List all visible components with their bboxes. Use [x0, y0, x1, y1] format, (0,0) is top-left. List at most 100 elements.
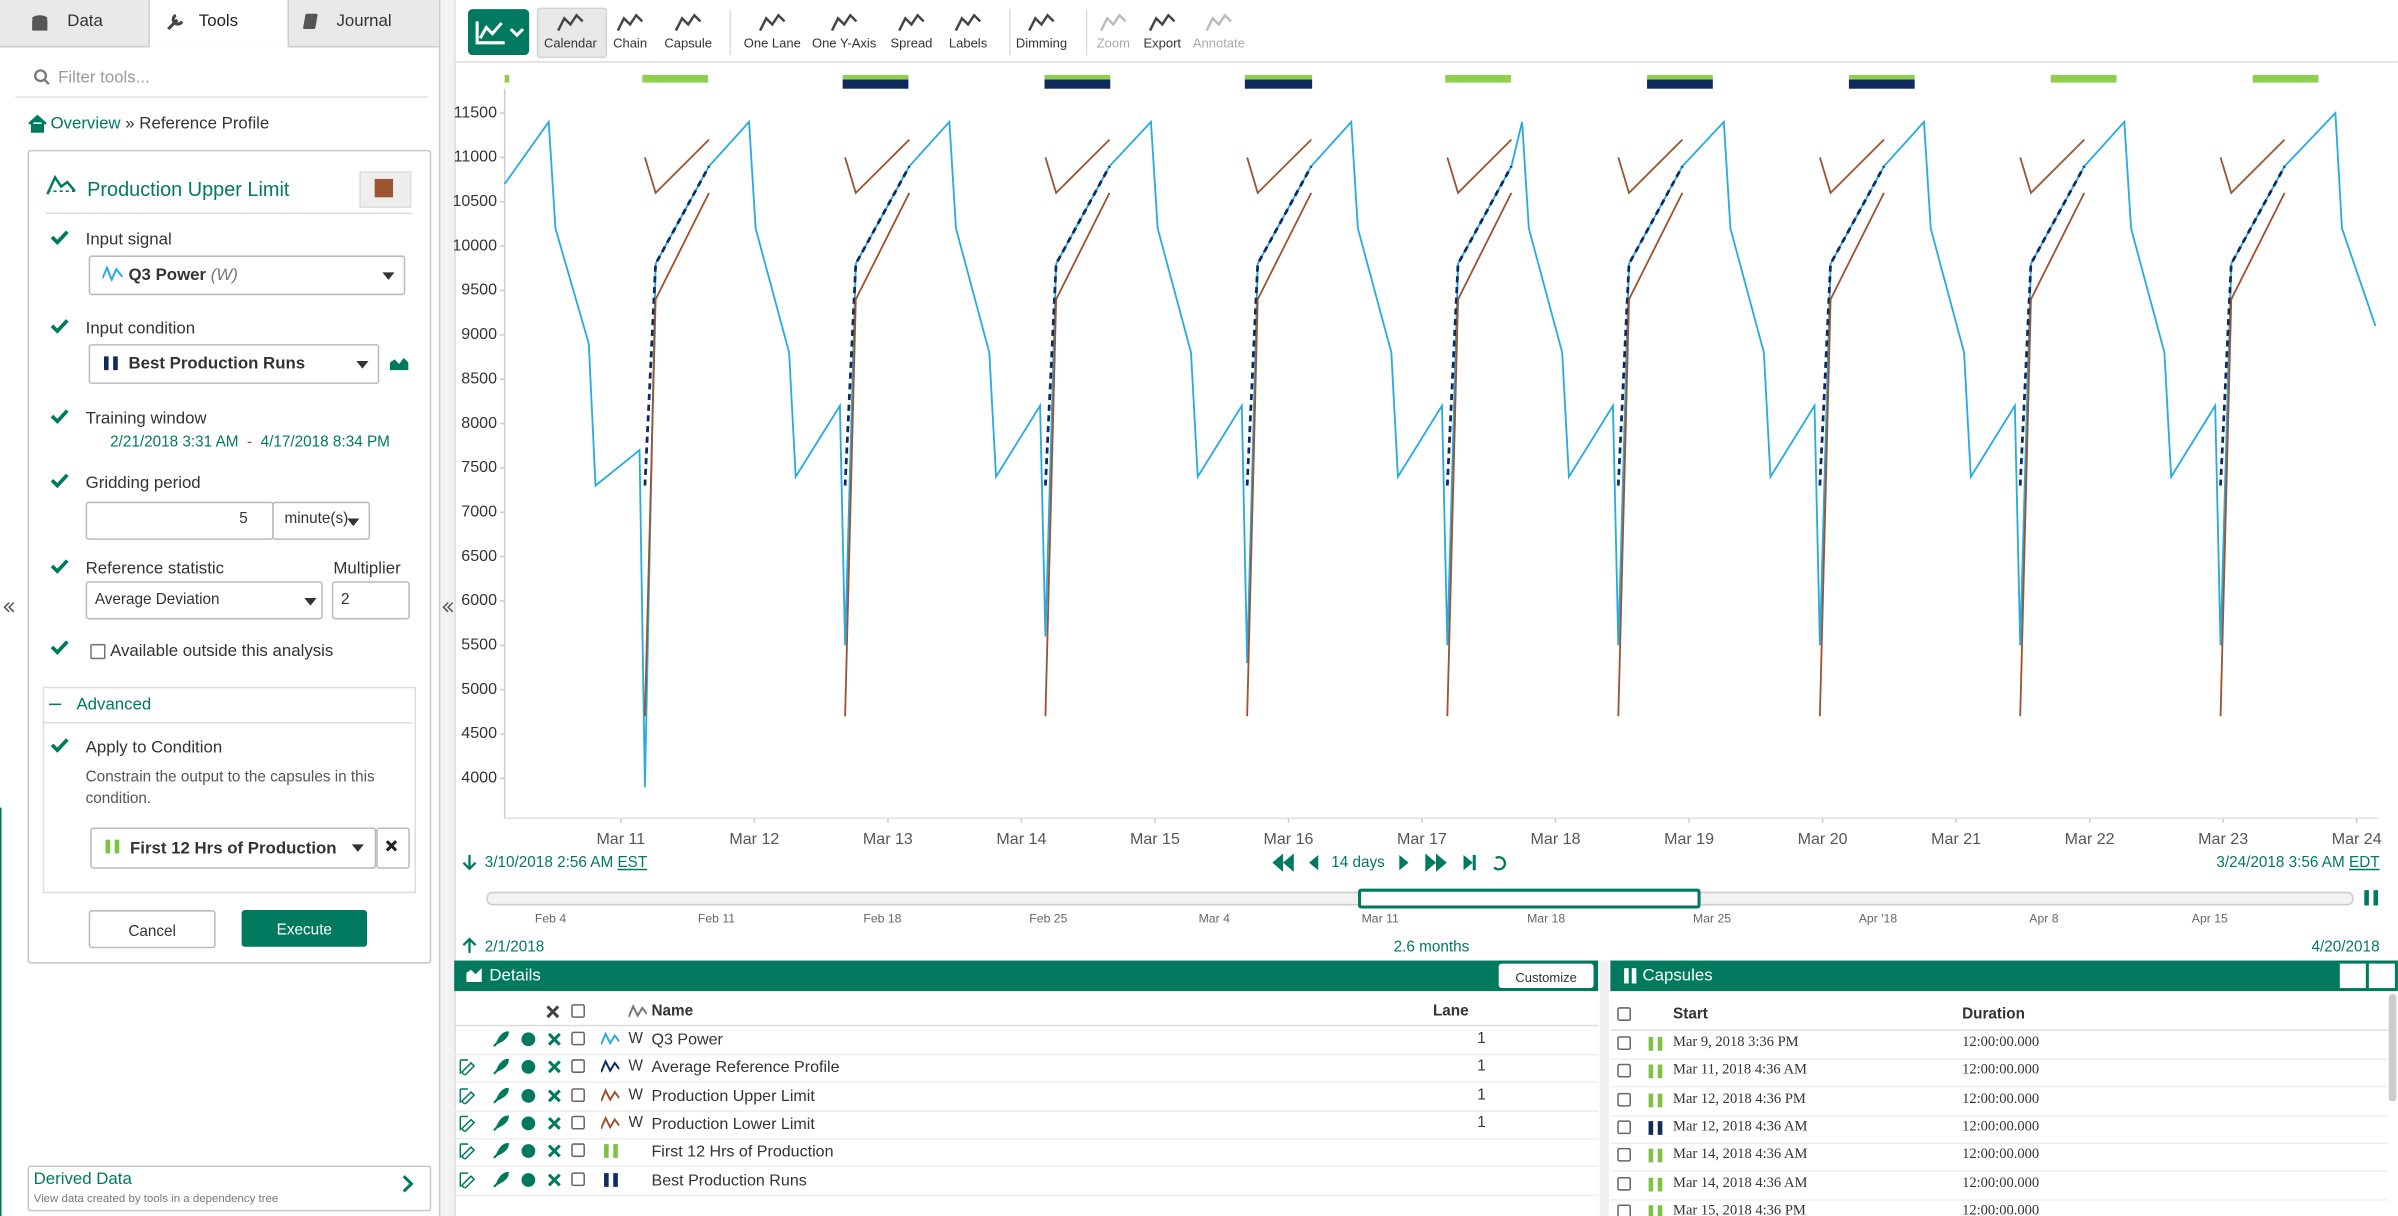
info-icon[interactable]	[520, 1087, 538, 1104]
overview-window[interactable]	[1358, 888, 1701, 909]
info-icon[interactable]	[520, 1143, 538, 1160]
rocket-icon[interactable]	[491, 1031, 509, 1048]
signal-icon[interactable]	[601, 1031, 620, 1048]
capsule-start[interactable]: Mar 9, 2018 3:36 PM	[1673, 1035, 1799, 1051]
item-name[interactable]: Best Production Runs	[651, 1170, 807, 1190]
filter-input[interactable]: Filter tools...	[58, 68, 150, 88]
signal-icon[interactable]	[628, 1003, 647, 1020]
toolbar-button[interactable]: Export	[1143, 35, 1182, 51]
tab[interactable]: Journal	[336, 12, 392, 31]
remove-icon[interactable]	[546, 1087, 564, 1104]
capsule-bar[interactable]	[1848, 74, 1915, 80]
overview-icon[interactable]	[2363, 889, 2381, 907]
collapse-arrow[interactable]	[3, 601, 15, 613]
box-icon[interactable]	[570, 1003, 588, 1020]
remove-icon[interactable]	[544, 1003, 562, 1020]
color-swatch[interactable]	[374, 178, 394, 198]
capsule-icon[interactable]	[1647, 1119, 1665, 1136]
time-nav[interactable]	[1266, 852, 1526, 873]
edit-icon[interactable]	[459, 1143, 477, 1160]
rocket-icon[interactable]	[491, 1171, 509, 1188]
splitter[interactable]	[1599, 960, 1609, 1216]
edit-icon[interactable]	[459, 1171, 477, 1188]
edit-icon[interactable]	[459, 1087, 477, 1104]
caret[interactable]	[351, 844, 364, 852]
period-value[interactable]: 5	[239, 510, 248, 528]
box-icon[interactable]	[1616, 1175, 1634, 1192]
capsule-bar[interactable]	[1244, 79, 1313, 89]
capsule-icon[interactable]	[1647, 1035, 1665, 1052]
capsule-start[interactable]: Mar 14, 2018 4:36 AM	[1673, 1147, 1808, 1163]
capsule-bar[interactable]	[1445, 74, 1511, 83]
signal-icon[interactable]	[601, 1115, 620, 1132]
condition-select[interactable]	[90, 827, 377, 869]
item-name[interactable]: First 12 Hrs of Production	[651, 1142, 834, 1162]
remove-icon[interactable]	[546, 1143, 564, 1160]
toolbar-button[interactable]: Calendar	[544, 35, 597, 51]
button-label[interactable]: Cancel	[128, 923, 176, 941]
checkbox-label[interactable]: Available outside this analysis	[110, 642, 334, 661]
capsule-icon[interactable]	[1647, 1091, 1665, 1108]
column-header[interactable]: Lane	[1432, 1003, 1469, 1021]
overview-end[interactable]: 4/20/2018	[2311, 939, 2380, 956]
column-header[interactable]: Name	[651, 1003, 694, 1021]
caret[interactable]	[382, 272, 395, 280]
rocket-icon[interactable]	[491, 1059, 509, 1076]
item-name[interactable]: Production Lower Limit	[651, 1114, 815, 1134]
caret[interactable]	[356, 360, 369, 369]
box-icon[interactable]	[570, 1087, 588, 1104]
collapse-icon[interactable]	[48, 703, 62, 706]
signal-icon[interactable]	[601, 1087, 620, 1104]
capsule-bar[interactable]	[1044, 74, 1111, 80]
overview-start[interactable]: 2/1/2018	[484, 939, 545, 956]
minimize-button[interactable]	[2368, 963, 2395, 989]
capsule-bar[interactable]	[642, 74, 709, 83]
capsule-bar[interactable]	[1647, 79, 1713, 89]
capsule-bar[interactable]	[1244, 74, 1313, 80]
box-icon[interactable]	[1616, 1063, 1634, 1080]
toolbar-button[interactable]: One Lane	[743, 35, 801, 51]
capsule-icon[interactable]	[1647, 1203, 1665, 1216]
capsule-bar[interactable]	[842, 74, 909, 80]
box-icon[interactable]	[1616, 1035, 1634, 1052]
capsule-bar[interactable]	[504, 74, 510, 83]
execute-button[interactable]: Execute	[241, 910, 368, 947]
box-icon[interactable]	[1616, 1203, 1634, 1216]
capsule-bar[interactable]	[1647, 74, 1713, 80]
toolbar-button[interactable]: Zoom	[1096, 35, 1130, 51]
remove-icon[interactable]	[546, 1031, 564, 1048]
button-label[interactable]: Customize	[1515, 969, 1577, 985]
chart-icon[interactable]	[388, 356, 409, 371]
start-time[interactable]: 3/10/2018 2:56 AM	[484, 854, 614, 872]
capsule-start[interactable]: Mar 14, 2018 4:36 AM	[1673, 1175, 1808, 1191]
capsule-start[interactable]: Mar 12, 2018 4:36 PM	[1673, 1091, 1806, 1107]
toolbar-button[interactable]: Spread	[890, 35, 933, 51]
cancel-button[interactable]: Cancel	[88, 910, 216, 949]
window-start[interactable]: 2/21/2018 3:31 AM	[110, 434, 239, 452]
chevron[interactable]	[402, 1175, 414, 1193]
zoom-button[interactable]	[2339, 963, 2366, 989]
duration[interactable]: 14 days	[1331, 854, 1385, 872]
active-button[interactable]	[536, 7, 608, 59]
info-icon[interactable]	[520, 1059, 538, 1076]
advanced-toggle[interactable]: Advanced	[76, 695, 152, 715]
box-icon[interactable]	[1616, 1147, 1634, 1164]
checkbox[interactable]	[90, 643, 106, 660]
item-name[interactable]: Average Reference Profile	[651, 1058, 840, 1078]
signal-icon[interactable]	[601, 1059, 620, 1076]
training-window[interactable]: 2/21/2018 3:31 AM - 4/17/2018 8:34 PM	[110, 434, 390, 451]
toolbar-button[interactable]: Dimming	[1015, 35, 1068, 51]
edit-icon[interactable]	[459, 1059, 477, 1076]
edit-icon[interactable]	[459, 1115, 477, 1132]
period-input[interactable]	[85, 501, 274, 540]
capsule-bar[interactable]	[842, 79, 909, 89]
capsule-icon[interactable]	[603, 1143, 621, 1160]
toolbar-button[interactable]: One Y-Axis	[812, 35, 877, 51]
remove-icon[interactable]	[546, 1059, 564, 1076]
capsule-icon[interactable]	[1647, 1175, 1665, 1192]
info-icon[interactable]	[520, 1171, 538, 1188]
tool-title[interactable]: Production Upper Limit	[87, 177, 290, 201]
rocket-icon[interactable]	[491, 1115, 509, 1132]
scrollbar[interactable]	[2388, 994, 2397, 1102]
derived-title[interactable]: Derived Data	[33, 1170, 132, 1189]
